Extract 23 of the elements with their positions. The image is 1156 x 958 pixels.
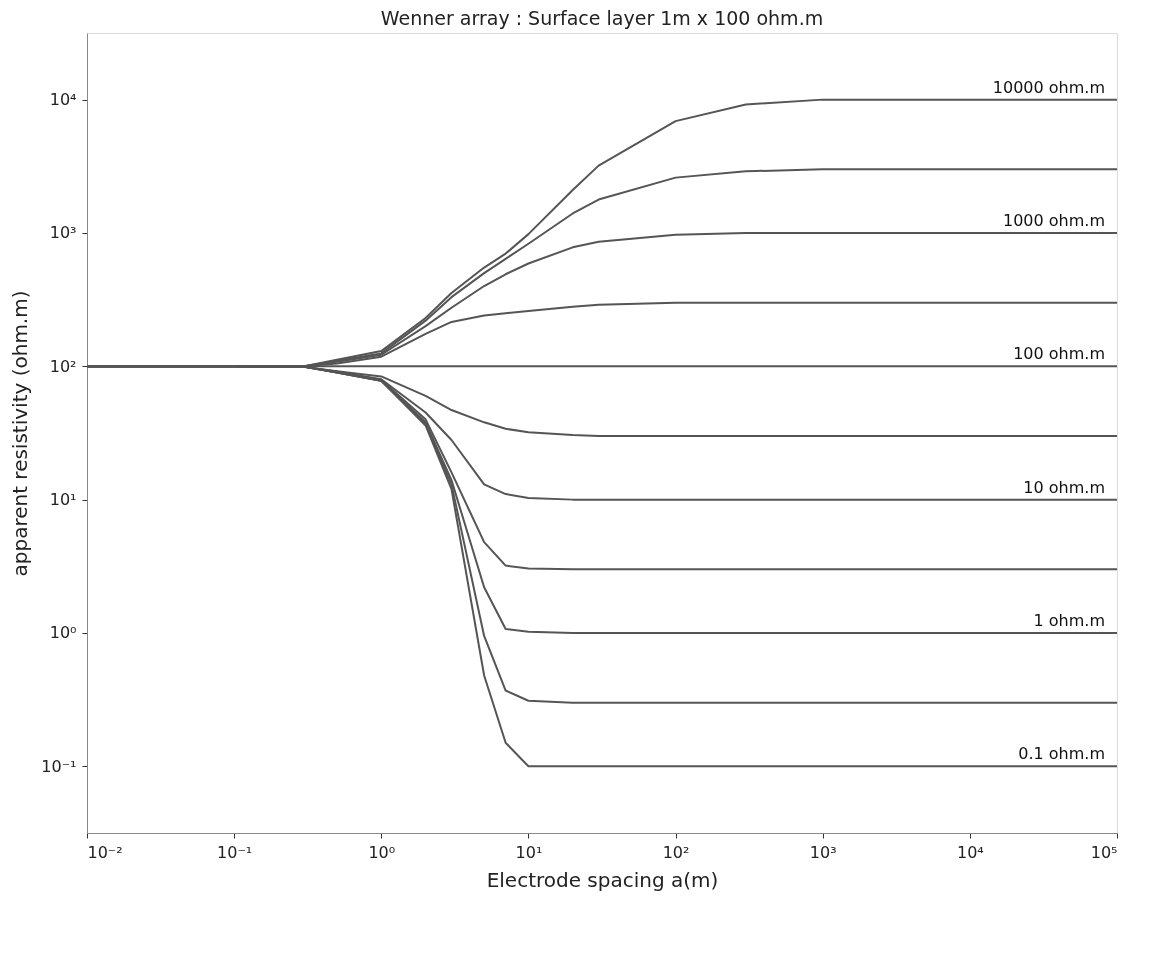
series-label: 10 ohm.m	[1023, 477, 1105, 497]
y-tick-label: 10¹	[49, 490, 77, 510]
x-tick-label: 10⁴	[956, 842, 984, 862]
y-axis-title: apparent resistivity (ohm.m)	[8, 290, 33, 577]
series-label: 1 ohm.m	[1033, 610, 1105, 630]
chart-title: Wenner array : Surface layer 1m x 100 ohm.m	[380, 7, 824, 29]
series-label: 1000 ohm.m	[1003, 210, 1105, 230]
y-tick-label: 10³	[49, 223, 77, 243]
series-label: 100 ohm.m	[1013, 344, 1105, 364]
x-tick-label: 10⁰	[368, 842, 396, 862]
x-tick-label: 10⁻²	[87, 842, 123, 862]
series-label: 10000 ohm.m	[992, 77, 1105, 97]
y-tick-label: 10⁴	[49, 90, 77, 110]
y-tick-label: 10²	[49, 356, 77, 376]
x-tick-label: 10⁵	[1090, 842, 1118, 862]
series-label: 0.1 ohm.m	[1018, 744, 1105, 764]
x-tick-label: 10³	[809, 842, 837, 862]
y-tick-label: 10⁻¹	[41, 756, 77, 776]
y-tick-label: 10⁰	[49, 623, 77, 643]
x-tick-label: 10²	[662, 842, 690, 862]
x-tick-label: 10¹	[515, 842, 543, 862]
x-tick-label: 10⁻¹	[217, 842, 253, 862]
x-axis-title: Electrode spacing a(m)	[486, 867, 719, 892]
